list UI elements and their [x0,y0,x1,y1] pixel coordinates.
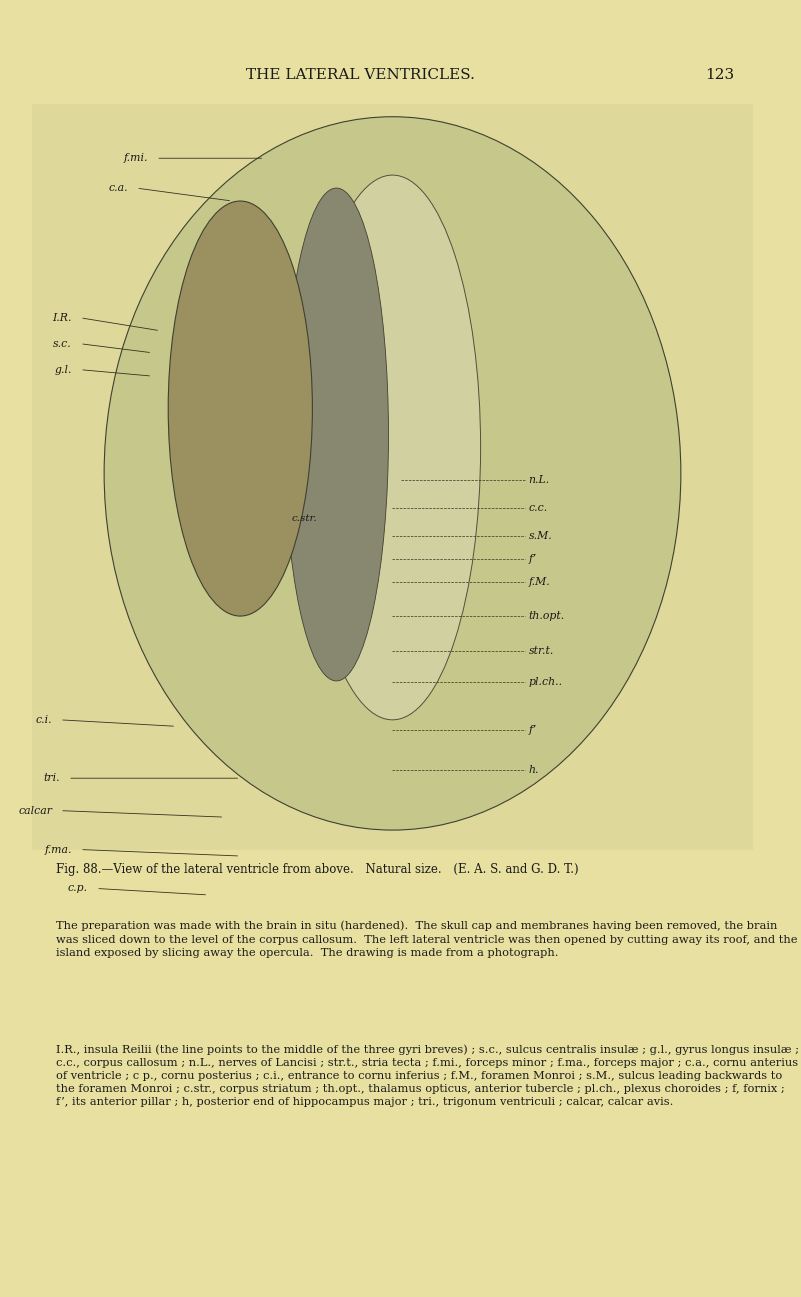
Text: f’: f’ [529,554,537,564]
Text: pl.ch..: pl.ch.. [529,677,563,687]
Bar [32,104,753,850]
Text: h.: h. [529,765,539,776]
Text: f.M.: f.M. [529,577,550,588]
Ellipse shape [104,117,681,830]
Text: 123: 123 [705,69,734,82]
Text: f.mi.: f.mi. [123,153,148,163]
Text: g.l.: g.l. [54,364,72,375]
Text: c.c.: c.c. [529,503,548,514]
Text: c.str.: c.str. [292,515,317,523]
Text: I.R.: I.R. [53,313,72,323]
Ellipse shape [168,201,312,616]
Text: f’: f’ [529,725,537,735]
Text: c.p.: c.p. [68,883,88,894]
Text: tri.: tri. [43,773,60,783]
Ellipse shape [284,188,388,681]
Text: c.a.: c.a. [108,183,128,193]
Text: str.t.: str.t. [529,646,554,656]
Text: I.R., insula Reilii (the line points to the middle of the three gyri breves) ; s: I.R., insula Reilii (the line points to … [56,1044,799,1108]
Text: s.M.: s.M. [529,530,553,541]
Text: The preparation was made with the brain in situ (hardened).  The skull cap and m: The preparation was made with the brain … [56,921,798,957]
Text: calcar: calcar [18,805,52,816]
Text: THE LATERAL VENTRICLES.: THE LATERAL VENTRICLES. [246,69,475,82]
Text: Fig. 88.—View of the lateral ventricle from above. Natural size. (E. A. S. and G: Fig. 88.—View of the lateral ventricle f… [56,863,578,875]
Text: n.L.: n.L. [529,475,550,485]
Text: s.c.: s.c. [54,339,72,349]
Ellipse shape [304,175,481,720]
Text: c.i.: c.i. [35,715,52,725]
Text: f.ma.: f.ma. [45,844,72,855]
Text: th.opt.: th.opt. [529,611,565,621]
